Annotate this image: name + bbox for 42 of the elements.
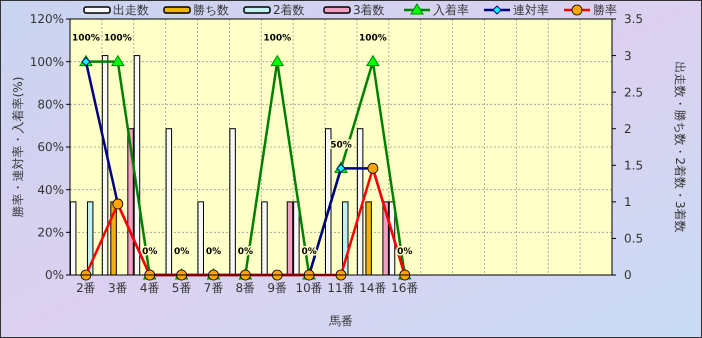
data-label: 0% [174,247,190,257]
legend-label: 入着率 [433,3,469,18]
y-tick-label: 40% [37,182,64,197]
legend-label: 3着数 [353,3,385,18]
x-tick-label: 4番 [140,281,160,295]
x-tick-label: 7番 [204,281,224,295]
data-label: 100% [358,34,387,44]
x-tick-label: 16番 [391,281,418,295]
x-tick-label: 9番 [267,281,288,295]
data-label: 100% [263,34,292,44]
y-tick-label: 0% [44,268,64,282]
y2-tick-label: 1 [624,195,632,210]
legend-label: 2着数 [273,3,305,18]
y2-tick-label: 2.5 [624,85,644,100]
y-axis-title: 勝率・連対率・入着率(%) [11,76,25,218]
legend-label: 出走数 [113,3,149,18]
y2-tick-label: 2 [624,122,632,136]
y-tick-label: 80% [37,98,64,112]
legend-label: 連対率 [513,3,549,18]
x-tick-label: 10番 [295,281,323,295]
x-axis-title: 馬番 [328,314,353,328]
data-label: 0% [206,247,222,257]
data-label: 100% [72,34,100,44]
y2-tick-label: 0.5 [624,232,644,246]
x-tick-label: 2番 [76,281,96,295]
x-tick-label: 8番 [236,281,256,295]
data-label: 100% [104,34,132,44]
legend-label: 勝ち数 [193,3,229,18]
y-tick-label: 60% [37,140,64,154]
x-tick-label: 14番 [359,281,387,295]
y2-tick-label: 3.5 [624,12,644,26]
x-tick-label: 3番 [108,281,128,295]
y2-tick-label: 1.5 [624,158,644,172]
y-tick-label: 20% [37,226,64,240]
x-tick-label: 5番 [172,281,192,295]
y2-tick-label: 0 [624,268,632,282]
legend-label: 勝率 [593,3,617,18]
y2-tick-label: 3 [624,48,632,63]
y2-axis-title: 出走数・勝ち数・2着数・3着数 [673,61,687,233]
y-tick-label: 120% [30,12,64,26]
y-tick-label: 100% [30,54,64,69]
x-tick-label: 11番 [327,281,355,295]
